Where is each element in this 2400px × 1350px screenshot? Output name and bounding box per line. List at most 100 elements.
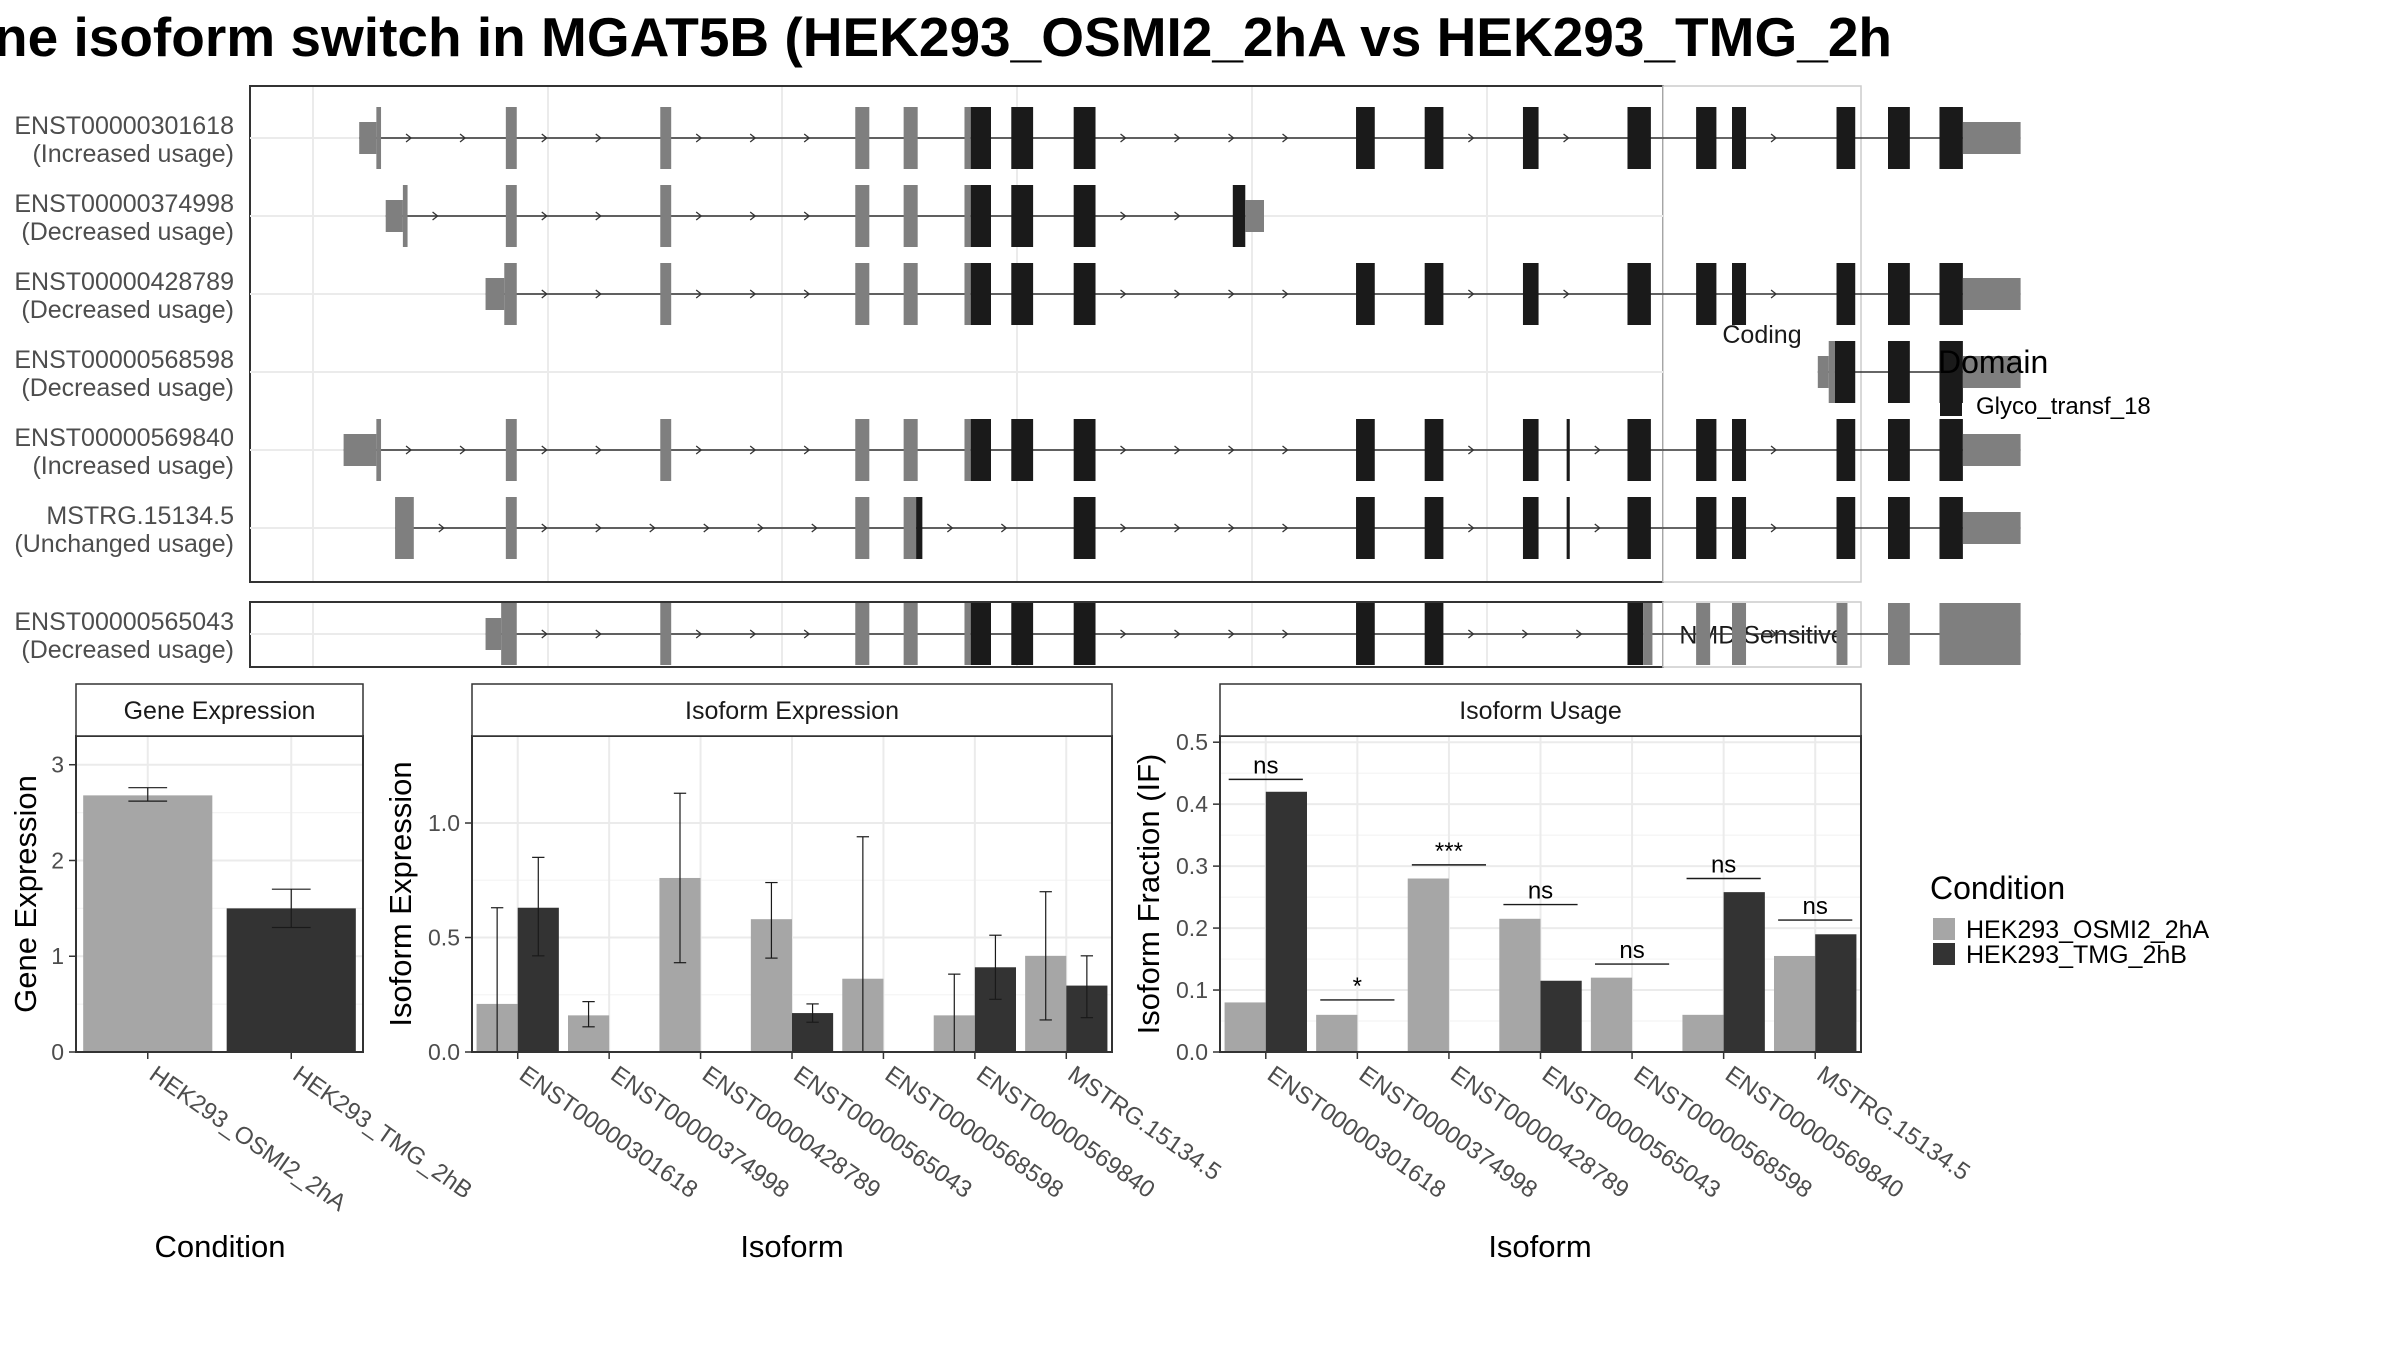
utr-exon	[1962, 278, 2021, 310]
coding-exon	[1888, 603, 1910, 665]
coding-exon	[903, 419, 918, 481]
panel-strip-0	[1662, 85, 1862, 583]
coding-exon	[504, 263, 517, 325]
strand-arrow	[1770, 133, 1778, 143]
transcript-MSTRG.15134.5: MSTRG.15134.5(Unchanged usage)	[14, 497, 2021, 559]
transcript-ENST00000568598: ENST00000568598(Decreased usage)	[14, 341, 2021, 403]
x-axis-title: Isoform	[740, 1229, 843, 1264]
strand-arrow	[1120, 211, 1127, 221]
coding-exon	[505, 107, 517, 169]
strand-arrow	[811, 523, 818, 533]
domain-exon	[1627, 107, 1651, 169]
strand-arrow	[749, 629, 757, 639]
strand-arrow	[459, 133, 467, 143]
coding-exon	[855, 185, 870, 247]
coding-exon	[964, 185, 971, 247]
strand-arrow	[749, 211, 757, 221]
strand-arrow	[803, 289, 811, 299]
utr-exon	[1817, 356, 1829, 388]
y-tick-label: 0.4	[1176, 791, 1208, 817]
coding-exon	[855, 107, 870, 169]
bar-ENST00000565043	[1499, 918, 1541, 1052]
significance-label: ns	[1619, 937, 1644, 964]
bar-HEK293_OSMI2_2hA	[83, 795, 213, 1052]
domain-exon	[1888, 419, 1910, 481]
domain-exon	[1888, 107, 1910, 169]
coding-exon	[964, 107, 971, 169]
significance-label: ns	[1803, 893, 1828, 920]
domain-exon	[1356, 603, 1375, 665]
coding-exon	[660, 603, 672, 665]
domain-legend-label: Glyco_transf_18	[1976, 393, 2151, 420]
domain-exon	[1627, 419, 1651, 481]
bar-MSTRG.15134.5	[1774, 955, 1816, 1052]
coding-exon	[855, 603, 870, 665]
panel-strip-label-0: Coding	[1722, 321, 1801, 349]
transcript-ENST00000569840: ENST00000569840(Increased usage)	[14, 419, 2021, 481]
transcript-ENST00000428789: ENST00000428789(Decreased usage)	[14, 263, 2021, 325]
strand-arrow	[1282, 629, 1289, 639]
transcript-id-label: ENST00000428789	[14, 268, 234, 296]
coding-exon	[964, 263, 971, 325]
domain-exon	[1732, 107, 1747, 169]
domain-legend-title: Domain	[1938, 344, 2048, 380]
domain-exon	[1522, 419, 1539, 481]
utr-exon	[485, 278, 505, 310]
strand-arrow	[1282, 133, 1289, 143]
strand-arrow	[1120, 629, 1127, 639]
domain-exon	[1522, 107, 1539, 169]
x-tick-label: MSTRG.15134.5	[1063, 1061, 1226, 1186]
bar-ENST00000301618	[1224, 1002, 1266, 1052]
domain-exon	[1424, 419, 1444, 481]
x-axis-title: Condition	[155, 1229, 286, 1264]
domain-exon	[1073, 263, 1096, 325]
bar-ENST00000374998	[1316, 1014, 1358, 1052]
y-tick-label: 0	[51, 1039, 64, 1065]
strand-arrow	[1000, 523, 1008, 533]
coding-exon	[1732, 603, 1747, 665]
strand-arrow	[595, 629, 602, 639]
strand-arrow	[1594, 445, 1601, 455]
domain-exon	[1627, 497, 1651, 559]
domain-exon	[1011, 603, 1034, 665]
transcript-id-label: ENST00000568598	[14, 346, 234, 374]
strand-arrow	[695, 289, 703, 299]
strand-arrow	[541, 629, 548, 639]
strand-arrow	[1563, 289, 1570, 299]
bar-ENST00000565043	[1540, 980, 1582, 1052]
transcript-id-label: ENST00000569840	[14, 424, 234, 452]
bar-MSTRG.15134.5	[1815, 934, 1857, 1052]
domain-exon	[1522, 497, 1539, 559]
y-tick-label: 0.0	[1176, 1039, 1208, 1065]
domain-exon	[1696, 263, 1717, 325]
domain-exon	[1356, 107, 1375, 169]
utr-exon	[1962, 512, 2021, 544]
domain-exon	[1939, 497, 1963, 559]
domain-exon	[1627, 263, 1651, 325]
domain-exon	[1732, 497, 1747, 559]
strand-arrow	[1467, 523, 1475, 533]
utr-exon	[1962, 356, 2021, 388]
condition-legend-swatch	[1933, 918, 1955, 940]
strand-arrow	[432, 211, 439, 221]
domain-exon	[1888, 341, 1910, 403]
strand-arrow	[1174, 289, 1181, 299]
domain-exon	[1696, 107, 1717, 169]
y-axis-title: Gene Expression	[8, 775, 43, 1013]
strand-arrow	[1521, 629, 1529, 639]
coding-exon	[1696, 603, 1711, 665]
strand-arrow	[541, 445, 548, 455]
strand-arrow	[595, 289, 602, 299]
significance-label: ns	[1711, 852, 1736, 879]
coding-exon	[501, 603, 517, 665]
coding-exon	[505, 185, 517, 247]
strand-arrow	[749, 445, 757, 455]
strand-arrow	[1174, 211, 1181, 221]
transcript-usage-label: (Decreased usage)	[21, 218, 234, 246]
transcript-usage-label: (Decreased usage)	[21, 296, 234, 324]
domain-exon	[1836, 263, 1856, 325]
coding-exon	[964, 419, 971, 481]
domain-exon	[1073, 603, 1096, 665]
